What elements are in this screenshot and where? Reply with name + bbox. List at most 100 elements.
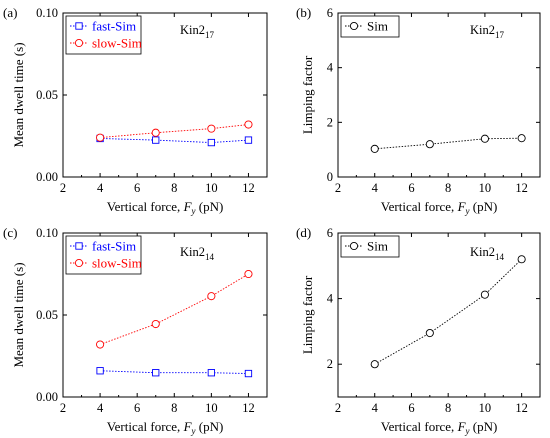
data-point-sim bbox=[517, 134, 526, 143]
legend-marker bbox=[74, 258, 84, 268]
x-tick-label: 2 bbox=[60, 181, 66, 195]
data-point-slow-sim bbox=[96, 133, 105, 142]
legend-label: slow-Sim bbox=[92, 256, 142, 271]
annotation-text: Kin2 bbox=[470, 23, 495, 37]
panel-a: 2 4 6 8 10 12 0.00 0.05 0.10 Vertical force, Fy (… bbox=[3, 5, 268, 216]
x-label-var: F bbox=[457, 199, 467, 214]
annotation-text: Kin2 bbox=[470, 245, 495, 259]
panel-tag: (a) bbox=[3, 5, 17, 20]
x-axis-label: Vertical force, Fy (pN) bbox=[381, 419, 498, 436]
x-tick-label: 8 bbox=[445, 401, 451, 415]
y-tick-label: 6 bbox=[327, 6, 333, 20]
x-tick-label: 4 bbox=[97, 181, 104, 195]
data-point-slow-sim bbox=[244, 269, 253, 279]
plot-frame bbox=[337, 232, 541, 398]
series-line-fast-sim bbox=[100, 370, 249, 374]
data-point-fast-sim bbox=[96, 367, 104, 375]
data-point-fast-sim bbox=[244, 369, 253, 378]
x-label-var: F bbox=[183, 199, 193, 214]
x-label-unit: (pN) bbox=[196, 419, 224, 434]
x-tick-label: 12 bbox=[515, 401, 528, 415]
legend-marker bbox=[349, 21, 359, 31]
legend-marker bbox=[349, 241, 359, 251]
data-point-slow-sim bbox=[151, 319, 160, 329]
legend-label: Sim bbox=[367, 239, 388, 254]
x-tick-label: 10 bbox=[205, 401, 218, 415]
legend-label: fast-Sim bbox=[92, 239, 136, 254]
panel-tag: (d) bbox=[296, 225, 311, 240]
x-tick-label: 6 bbox=[408, 181, 414, 195]
annotation-sub: 14 bbox=[205, 252, 215, 262]
x-label-unit: (pN) bbox=[196, 199, 224, 214]
data-point-sim bbox=[425, 140, 434, 149]
series-line-sim bbox=[374, 137, 522, 150]
legend: Sim bbox=[340, 15, 400, 38]
data-point-fast-sim bbox=[152, 369, 160, 377]
x-tick-label: 10 bbox=[205, 181, 218, 195]
data-point-sim bbox=[370, 144, 379, 153]
data-point-slow-sim bbox=[207, 292, 216, 301]
series-line-fast-sim bbox=[100, 138, 249, 144]
data-point-sim bbox=[425, 328, 434, 338]
x-label-var: F bbox=[457, 419, 467, 434]
y-tick-label: 2 bbox=[327, 115, 333, 129]
data-point-fast-sim bbox=[207, 138, 216, 147]
legend-box bbox=[65, 15, 142, 55]
x-tick-label: 2 bbox=[60, 401, 66, 415]
data-point-sim bbox=[480, 290, 489, 299]
data-point-slow-sim bbox=[96, 340, 105, 349]
x-axis-label: Vertical force, Fy (pN) bbox=[107, 419, 224, 436]
kinesin-annotation: Kin217 bbox=[180, 23, 215, 40]
kinesin-annotation: Kin214 bbox=[470, 245, 505, 262]
x-tick-label: 12 bbox=[515, 181, 528, 195]
x-label-unit: (pN) bbox=[470, 199, 498, 214]
y-tick-label: 0.00 bbox=[36, 390, 58, 404]
x-axis-label: Vertical force, Fy (pN) bbox=[381, 199, 498, 216]
legend: fast-Sim slow-Sim bbox=[65, 15, 142, 55]
series-line-slow-sim bbox=[99, 273, 249, 345]
legend-label: fast-Sim bbox=[92, 19, 136, 34]
kinesin-annotation: Kin214 bbox=[180, 245, 215, 262]
annotation-sub: 17 bbox=[205, 30, 215, 40]
y-axis-label: Limping factor bbox=[300, 55, 315, 134]
x-tick-label: 2 bbox=[335, 401, 341, 415]
x-tick-label: 4 bbox=[97, 401, 104, 415]
y-axis-label: Mean dwell time (s) bbox=[11, 262, 26, 367]
data-point-fast-sim bbox=[244, 136, 253, 144]
data-point-slow-sim bbox=[207, 124, 216, 133]
x-label-text: Vertical force, bbox=[107, 419, 184, 434]
x-axis-label: Vertical force, Fy (pN) bbox=[107, 199, 224, 216]
data-point-sim bbox=[480, 134, 489, 143]
annotation-text: Kin2 bbox=[180, 23, 205, 37]
data-point-slow-sim bbox=[244, 120, 253, 129]
x-tick-label: 12 bbox=[242, 181, 255, 195]
panel-d: 2 4 6 8 10 12 2 4 6 Vertical force, Fy (pN) Limpin… bbox=[296, 225, 541, 436]
legend-box bbox=[65, 235, 142, 275]
legend-label: slow-Sim bbox=[92, 36, 142, 51]
y-tick-label: 2 bbox=[327, 357, 333, 371]
y-tick-label: 0.10 bbox=[36, 226, 58, 240]
legend-marker bbox=[75, 242, 83, 250]
panel-tag: (c) bbox=[3, 225, 17, 240]
y-tick-label: 4 bbox=[327, 292, 334, 306]
x-label-text: Vertical force, bbox=[381, 419, 458, 434]
x-tick-label: 4 bbox=[372, 401, 379, 415]
x-label-text: Vertical force, bbox=[107, 199, 184, 214]
annotation-sub: 17 bbox=[495, 30, 505, 40]
x-label-text: Vertical force, bbox=[381, 199, 458, 214]
data-point-fast-sim bbox=[152, 136, 160, 144]
annotation-sub: 14 bbox=[495, 252, 505, 262]
annotation-text: Kin2 bbox=[180, 245, 205, 259]
y-tick-label: 0 bbox=[327, 170, 333, 184]
x-tick-label: 6 bbox=[408, 401, 414, 415]
x-tick-label: 8 bbox=[445, 181, 451, 195]
x-label-sub: y bbox=[191, 426, 196, 436]
legend-box bbox=[340, 15, 400, 38]
legend: Sim bbox=[340, 235, 400, 258]
y-tick-label: 0.05 bbox=[36, 308, 58, 322]
x-label-sub: y bbox=[191, 206, 196, 216]
data-point-sim bbox=[517, 255, 526, 264]
x-tick-label: 12 bbox=[242, 401, 255, 415]
x-label-sub: y bbox=[465, 206, 470, 216]
